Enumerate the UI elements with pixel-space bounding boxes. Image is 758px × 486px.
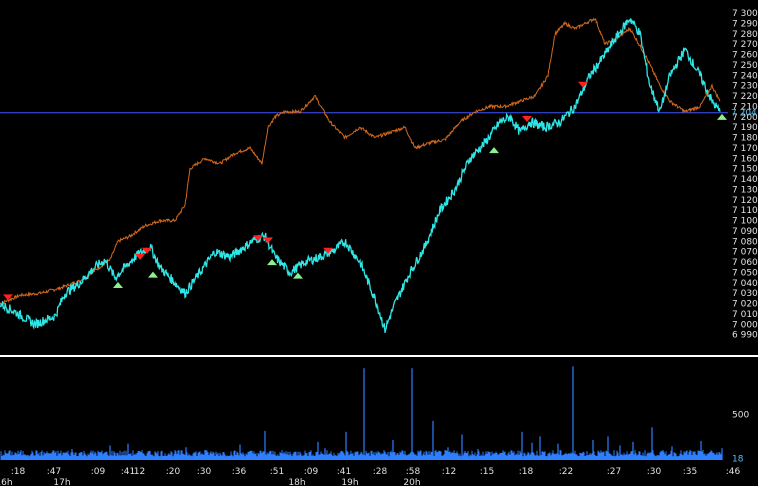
sell-marker [522, 115, 532, 122]
x-tick-label: :58 [406, 467, 421, 477]
x-tick-label: :15 [480, 467, 494, 477]
x-tick-label: :46 [726, 467, 741, 477]
price-series-line [0, 18, 721, 333]
sell-marker [323, 247, 333, 254]
y-tick-label: 7 250 [732, 61, 758, 71]
volume-tick-label: 18 [732, 454, 744, 464]
y-tick-label: 7 180 [732, 134, 758, 144]
x-tick-label: :18 [519, 467, 534, 477]
y-tick-label: 7 030 [732, 289, 758, 299]
y-tick-label: 7 090 [732, 227, 758, 237]
sell-marker [253, 235, 263, 242]
x-tick-label: :12 [131, 467, 145, 477]
y-tick-label: 6 990 [732, 331, 758, 341]
x-hour-label: 18h [288, 478, 305, 486]
sell-marker [3, 294, 13, 301]
x-hour-label: 16h [0, 478, 13, 486]
buy-marker [148, 271, 158, 278]
x-tick-label: :36 [232, 467, 247, 477]
y-tick-label: 7 230 [732, 82, 758, 92]
y-tick-label: 7 240 [732, 71, 758, 81]
x-tick-label: :12 [442, 467, 456, 477]
volume-panel: 500 18 [0, 366, 749, 464]
volume-tick-label: 500 [732, 411, 749, 421]
x-hour-label: 20h [403, 478, 420, 486]
y-tick-label: 7 280 [732, 30, 758, 40]
x-hour-label: 19h [341, 478, 358, 486]
sell-marker [142, 247, 152, 254]
x-tick-label: :18 [11, 467, 26, 477]
volume-bars [0, 450, 722, 460]
y-tick-label: 7 190 [732, 123, 758, 133]
y-tick-label: 7 020 [732, 300, 758, 310]
y-tick-label: 7 140 [732, 175, 758, 185]
buy-marker [489, 147, 499, 154]
y-tick-label: 7 270 [732, 40, 758, 50]
y-tick-label: 7 150 [732, 165, 758, 175]
sell-marker [578, 81, 588, 88]
x-hour-label: 17h [53, 478, 70, 486]
buy-marker [113, 281, 123, 288]
y-tick-label: 7 000 [732, 320, 758, 330]
y-tick-label: 7 220 [732, 92, 758, 102]
y-tick-label: 7 070 [732, 248, 758, 258]
x-tick-label: :28 [373, 467, 388, 477]
x-tick-label: :30 [647, 467, 662, 477]
y-tick-label: 7 170 [732, 144, 758, 154]
y-tick-label: 7 260 [732, 51, 758, 61]
x-tick-label: :35 [683, 467, 697, 477]
x-tick-label: :47 [47, 467, 61, 477]
y-tick-label: 7 290 [732, 19, 758, 29]
x-tick-label: :27 [607, 467, 621, 477]
x-tick-label: :41 [121, 467, 135, 477]
y-tick-label: 7 060 [732, 258, 758, 268]
x-tick-label: :09 [304, 467, 319, 477]
sell-marker [135, 253, 145, 260]
buy-marker [267, 259, 277, 266]
y-tick-label: 7 130 [732, 185, 758, 195]
buy-marker [717, 113, 727, 120]
y-tick-label: 7 100 [732, 217, 758, 227]
time-axis: :18:47:09:41:12:20:30:36:51:09:41:28:58:… [0, 467, 741, 486]
x-tick-label: :20 [166, 467, 181, 477]
compare-series-line [0, 17, 721, 306]
y-tick-label: 7 200 [732, 113, 758, 123]
y-tick-label: 7 050 [732, 268, 758, 278]
buy-marker [293, 272, 303, 279]
y-tick-label: 7 010 [732, 310, 758, 320]
y-tick-label: 7 110 [732, 206, 758, 216]
x-tick-label: :51 [270, 467, 284, 477]
y-tick-label: 7 080 [732, 237, 758, 247]
y-tick-label: 7 300 [732, 9, 758, 19]
y-tick-label: 7 160 [732, 154, 758, 164]
x-tick-label: :41 [337, 467, 351, 477]
x-tick-label: :09 [91, 467, 106, 477]
current-price-label: 7 204 [731, 109, 757, 119]
y-tick-label: 7 210 [732, 102, 758, 112]
x-tick-label: :22 [559, 467, 573, 477]
y-tick-label: 7 120 [732, 196, 758, 206]
sell-marker [263, 237, 273, 244]
x-tick-label: :30 [197, 467, 212, 477]
y-tick-label: 7 040 [732, 279, 758, 289]
